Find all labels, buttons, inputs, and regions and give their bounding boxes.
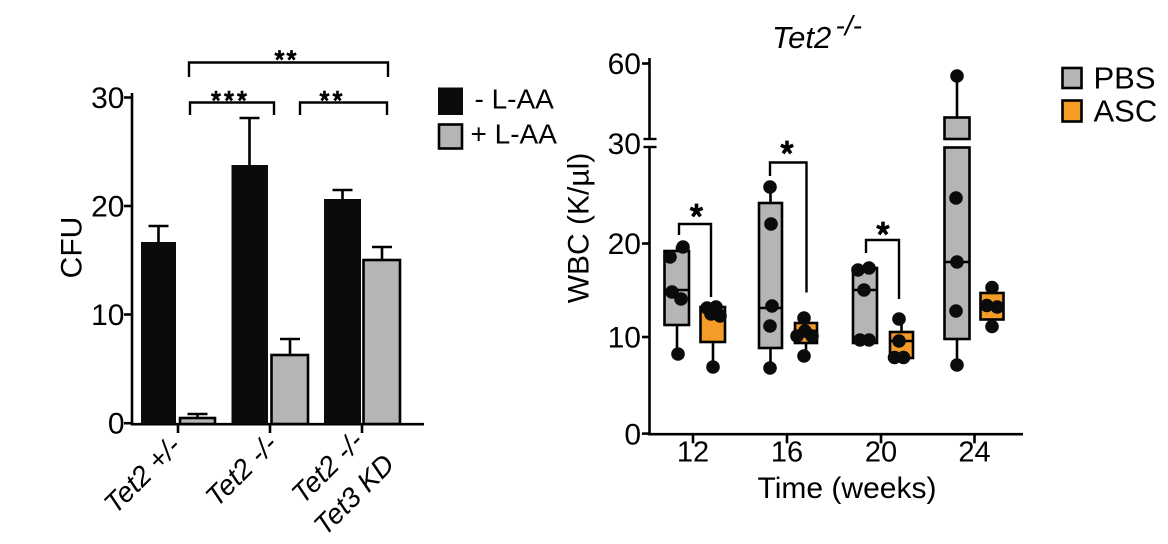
svg-text:60: 60 xyxy=(608,48,641,81)
svg-text:16: 16 xyxy=(771,437,803,469)
svg-text:- L-AA: - L-AA xyxy=(475,84,555,115)
svg-text:Time (weeks): Time (weeks) xyxy=(758,472,937,505)
svg-text:24: 24 xyxy=(958,437,990,469)
svg-text:PBS: PBS xyxy=(1094,61,1156,96)
svg-text:10: 10 xyxy=(91,299,124,332)
svg-text:30: 30 xyxy=(608,128,641,161)
svg-text:30: 30 xyxy=(91,82,124,115)
svg-text:20: 20 xyxy=(608,228,641,261)
svg-text:12: 12 xyxy=(677,437,709,469)
svg-text:ASC: ASC xyxy=(1094,94,1158,129)
svg-text:20: 20 xyxy=(865,437,897,469)
svg-text:+ L-AA: + L-AA xyxy=(471,119,558,150)
svg-text:0: 0 xyxy=(624,419,641,452)
svg-text:Tet2: Tet2 xyxy=(772,20,831,55)
svg-text:-/-: -/- xyxy=(836,10,862,41)
svg-text:20: 20 xyxy=(91,191,124,224)
svg-text:CFU: CFU xyxy=(56,217,89,279)
svg-text:0: 0 xyxy=(108,408,125,441)
svg-text:WBC (K/µl): WBC (K/µl) xyxy=(563,153,596,304)
svg-text:10: 10 xyxy=(608,322,641,355)
